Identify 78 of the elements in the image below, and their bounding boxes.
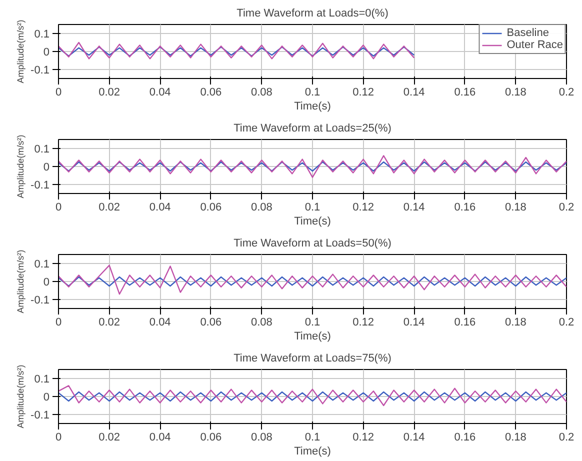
x-tick-label: 0.16 [454, 316, 476, 328]
x-tick-label: 0.08 [250, 316, 272, 328]
x-tick-label: 0.12 [352, 432, 374, 444]
y-axis-title: Amplitude(m/s²) [16, 250, 26, 314]
x-tick-label: 0.12 [352, 316, 374, 328]
chart-title: Time Waveform at Loads=0(%) [236, 8, 388, 20]
line-series [58, 42, 415, 60]
x-tick-label: 0 [55, 432, 62, 444]
legend-label: Baseline [506, 27, 549, 39]
x-tick-label: 0.12 [352, 202, 374, 214]
x-axis-title: Time(s) [294, 330, 331, 342]
y-axis-title: Amplitude(m/s²) [16, 134, 26, 198]
x-tick-label: 0.04 [149, 432, 171, 444]
y-tick-label: 0.1 [34, 258, 50, 270]
x-tick-label: 0.02 [98, 202, 120, 214]
y-axis-title: Amplitude(m/s²) [16, 364, 26, 428]
x-tick-label: 0.2 [558, 432, 574, 444]
x-tick-label: 0.08 [250, 432, 272, 444]
x-tick-label: 0.06 [200, 316, 222, 328]
x-tick-label: 0.2 [558, 202, 574, 214]
chart-title: Time Waveform at Loads=75(%) [234, 352, 392, 364]
x-tick-label: 0.1 [304, 316, 320, 328]
line-series [58, 161, 566, 172]
y-tick-label: 0 [43, 162, 50, 174]
y-tick-label: -0.1 [30, 410, 50, 422]
y-tick-label: 0.1 [34, 28, 50, 40]
y-tick-label: 0 [43, 276, 50, 288]
x-tick-label: 0 [55, 86, 62, 98]
y-tick-label: 0 [43, 46, 50, 58]
x-tick-label: 0.12 [352, 86, 374, 98]
x-tick-label: 0.2 [558, 86, 574, 98]
y-tick-label: 0 [43, 392, 50, 404]
x-tick-label: 0.14 [403, 86, 425, 98]
x-tick-label: 0 [55, 316, 62, 328]
x-tick-label: 0.2 [558, 316, 574, 328]
y-tick-label: -0.1 [30, 64, 50, 76]
x-tick-label: 0.08 [250, 86, 272, 98]
x-tick-label: 0.18 [504, 432, 526, 444]
x-tick-label: 0.08 [250, 202, 272, 214]
x-tick-label: 0.18 [504, 202, 526, 214]
x-tick-label: 0.04 [149, 202, 171, 214]
x-tick-label: 0.18 [504, 86, 526, 98]
x-tick-label: 0.04 [149, 316, 171, 328]
x-tick-label: 0.02 [98, 432, 120, 444]
x-axis-title: Time(s) [294, 216, 331, 228]
x-tick-label: 0.06 [200, 86, 222, 98]
x-axis-title: Time(s) [294, 100, 331, 112]
x-tick-label: 0.04 [149, 86, 171, 98]
x-tick-label: 0.14 [403, 432, 425, 444]
x-tick-label: 0.14 [403, 202, 425, 214]
chart-title: Time Waveform at Loads=25(%) [234, 122, 392, 134]
x-axis-title: Time(s) [294, 446, 331, 458]
legend-label: Outer Race [506, 39, 563, 51]
x-tick-label: 0.16 [454, 86, 476, 98]
x-tick-label: 0.1 [304, 432, 320, 444]
x-tick-label: 0.16 [454, 202, 476, 214]
y-axis-title: Amplitude(m/s²) [16, 20, 26, 84]
line-series [58, 155, 566, 178]
line-series [58, 276, 566, 287]
line-series [58, 264, 566, 295]
x-tick-label: 0.02 [98, 316, 120, 328]
chart-title: Time Waveform at Loads=50(%) [234, 238, 392, 250]
x-tick-label: 0.1 [304, 86, 320, 98]
y-tick-label: -0.1 [30, 180, 50, 192]
x-tick-label: 0.1 [304, 202, 320, 214]
line-series [58, 385, 566, 406]
x-tick-label: 0.14 [403, 316, 425, 328]
line-series [58, 46, 415, 57]
x-tick-label: 0 [55, 202, 62, 214]
y-tick-label: 0.1 [34, 144, 50, 156]
y-tick-label: 0.1 [34, 374, 50, 386]
x-tick-label: 0.06 [200, 202, 222, 214]
x-tick-label: 0.16 [454, 432, 476, 444]
x-tick-label: 0.18 [504, 316, 526, 328]
x-tick-label: 0.06 [200, 432, 222, 444]
x-tick-label: 0.02 [98, 86, 120, 98]
line-series [58, 391, 566, 402]
y-tick-label: -0.1 [30, 294, 50, 306]
